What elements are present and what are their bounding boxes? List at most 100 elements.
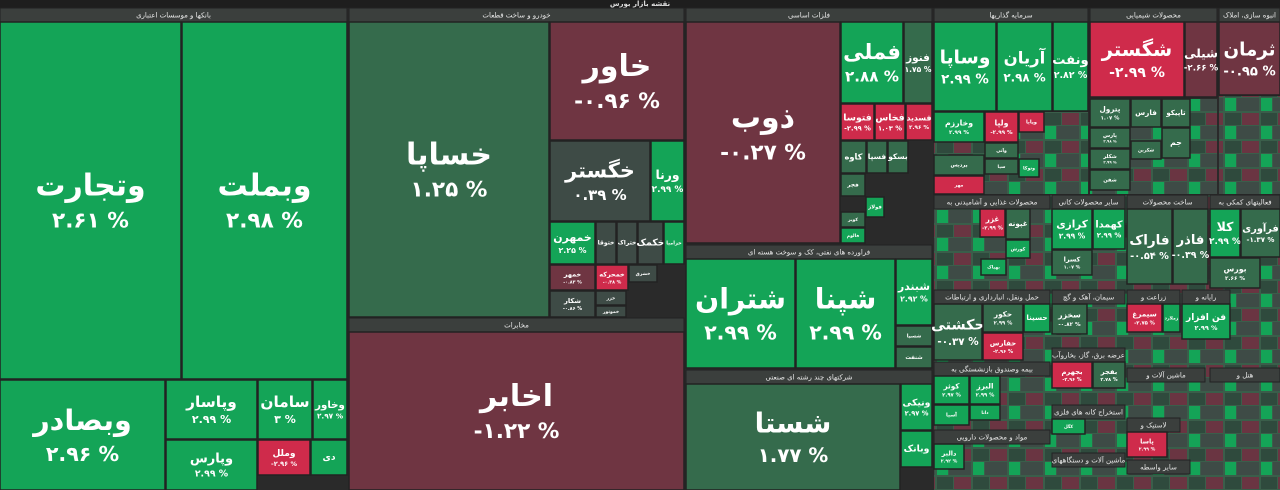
sector-title: حمل ونقل، انبارداری و ارتباطات	[945, 294, 1039, 302]
stock-tile	[1051, 208, 1093, 250]
stock-change: ۲.۹۷ %	[317, 412, 344, 421]
stock-tile	[1052, 21, 1089, 112]
stock-change: ۱.۰۳ %	[878, 125, 902, 133]
sector-title: زراعت و	[1140, 294, 1166, 302]
sector-header	[1126, 367, 1206, 383]
stock-name: خمحرکه	[599, 271, 625, 279]
stock-change: ۲.۹۹ %	[1097, 232, 1122, 240]
stock-change: -۰.۸۶ %	[563, 306, 582, 312]
stock-change: ۲.۲۵ %	[559, 246, 587, 255]
stock-tile	[595, 290, 627, 306]
sector-title: شرکتهای چند رشته ای صنعتی	[766, 374, 853, 382]
stock-change: ۲.۹۹ %	[1139, 447, 1156, 453]
stock-tile	[1018, 158, 1040, 178]
stock-change: -۲.۹۶ %	[1062, 377, 1081, 383]
stock-name: زملارد	[1165, 317, 1179, 322]
stock-name: ختوقا	[598, 240, 615, 247]
stock-tile	[1209, 208, 1241, 258]
stock-tile	[1051, 418, 1086, 435]
stock-name: فسدید	[907, 113, 932, 122]
stock-tile	[1218, 21, 1280, 96]
stock-name: شتران	[695, 283, 786, 316]
stock-name: وپاسار	[185, 393, 237, 412]
stock-name: خموتور	[602, 310, 619, 315]
sector-header	[1051, 289, 1126, 305]
stock-change: ۳ %	[274, 413, 296, 426]
stock-tile	[1089, 169, 1131, 191]
stock-tile	[1161, 127, 1191, 159]
map-title: نقشه بازار بورس	[610, 0, 671, 8]
stock-name: حسینا	[1026, 313, 1047, 322]
stock-name: حکور	[993, 310, 1012, 319]
stock-tile	[1051, 361, 1093, 389]
sector-header	[933, 429, 1051, 445]
stock-tile	[0, 379, 166, 490]
stock-name: پردیس	[950, 163, 967, 169]
stock-tile	[685, 258, 796, 369]
stock-name: تاپیکو	[1165, 109, 1186, 117]
stock-name: حکشتی	[931, 318, 985, 334]
stock-change: ۱.۷۵ %	[905, 65, 932, 74]
stock-tile	[900, 383, 933, 431]
stock-name: فالوم	[847, 234, 859, 239]
stock-name: پترول	[1099, 105, 1120, 114]
sector-title: فلزات اساسی	[788, 12, 830, 20]
stock-name: دالبر	[941, 450, 957, 458]
stock-name: فنوز	[905, 52, 930, 64]
stock-name: ثرمان	[1223, 39, 1275, 60]
stock-change: ۲.۹۹ %	[994, 321, 1013, 327]
sector-title: هتل و	[1236, 372, 1254, 380]
stock-change: ۲.۹۸ %	[226, 209, 303, 234]
sector-title: فعالیتهای کمکی به	[1218, 199, 1271, 207]
stock-tile	[637, 221, 664, 265]
stock-name: وخاور	[314, 400, 345, 411]
stock-name: فاراک	[1129, 232, 1169, 248]
stock-name: سامان	[260, 393, 309, 411]
stock-tile	[840, 103, 875, 141]
stock-name: فن افزار	[1185, 313, 1226, 323]
stock-name: کهمدا	[1095, 220, 1123, 231]
stock-change: ۲.۹۹ %	[1059, 231, 1086, 240]
stock-change: -۲.۹۹ %	[982, 226, 1004, 232]
sector-title: محصولات شیمیایی	[1126, 12, 1181, 20]
stock-name: بجهرم	[1061, 368, 1082, 376]
stock-name: وبملت	[217, 169, 311, 204]
sector-title: مواد و محصولات دارویی	[957, 434, 1028, 442]
stock-tile	[549, 140, 651, 222]
stock-change: ۲.۹۹ %	[1194, 324, 1218, 332]
stock-tile	[1162, 303, 1181, 333]
stock-tile	[1051, 249, 1093, 276]
stock-change: ۲.۹۷ %	[942, 393, 961, 399]
stock-tile	[616, 221, 638, 265]
sector-title: مخابرات	[504, 322, 529, 330]
stock-name: خکمک	[636, 238, 664, 249]
stock-tile	[933, 154, 985, 176]
stock-change: -۰.۳۸ %	[603, 280, 622, 286]
stock-change: ۱.۰۷ %	[1101, 116, 1120, 122]
stock-tile	[933, 175, 985, 195]
stock-tile	[982, 332, 1024, 361]
stock-name: شفن	[1103, 178, 1117, 184]
sector-title: بیمه وصندوق بازنشستگی به	[951, 365, 1033, 374]
stock-name: خاور	[581, 49, 652, 84]
stock-tile	[310, 439, 348, 476]
stock-name: خمهرن	[553, 231, 591, 244]
stock-tile	[933, 375, 970, 405]
stock-tile	[685, 21, 841, 244]
stock-change: ۲.۹۹ %	[195, 469, 229, 480]
stock-name: وخارزم	[945, 118, 973, 127]
stock-tile	[865, 196, 885, 218]
stock-tile	[1209, 257, 1261, 289]
stock-name: فتوسا	[843, 112, 872, 123]
stock-change: ۲.۸۸ %	[845, 68, 899, 86]
sector-header	[1209, 367, 1280, 383]
stock-tile	[549, 21, 685, 141]
stock-change: -۰.۲۷ %	[720, 141, 806, 166]
sector-title: رایانه و	[1195, 294, 1217, 302]
stock-tile	[895, 346, 933, 369]
stock-tile	[840, 140, 867, 174]
stock-tile	[181, 21, 348, 380]
stock-change: -۱.۲۲ %	[474, 419, 560, 444]
stock-tile	[1130, 98, 1162, 128]
stock-tile	[1130, 140, 1162, 160]
